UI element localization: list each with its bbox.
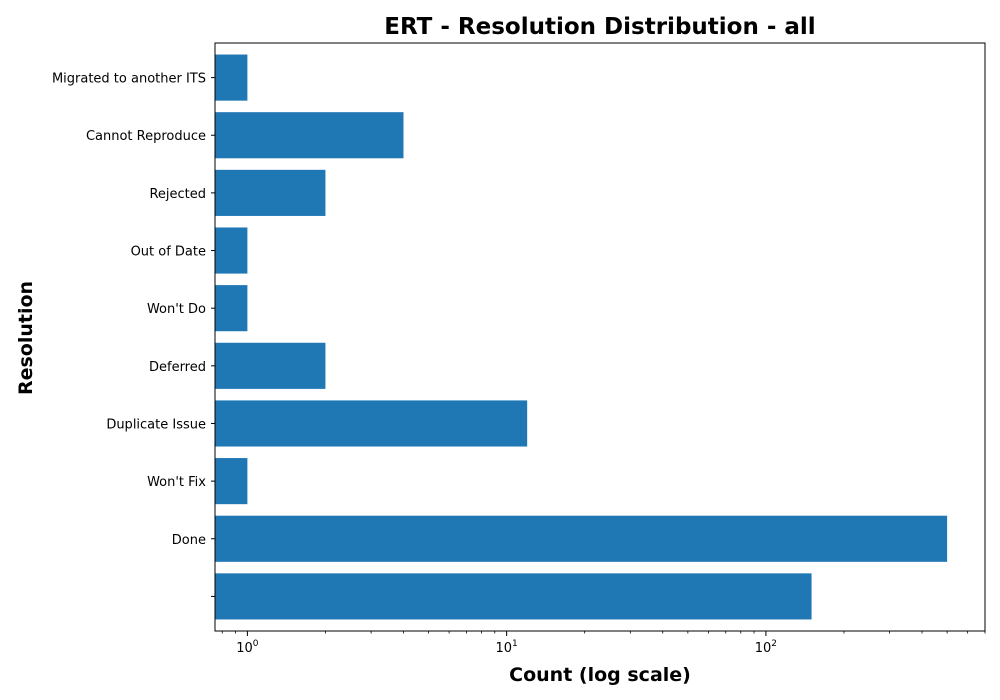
bar-2 [215,458,248,505]
y-tick-label-7: Rejected [149,187,206,202]
bar-7 [215,169,326,216]
bar-6 [215,227,248,274]
bar-9 [215,54,248,101]
bar-3 [215,400,528,447]
y-tick-label-3: Duplicate Issue [106,417,206,432]
chart-title: ERT - Resolution Distribution - all [384,14,815,40]
x-axis-label: Count (log scale) [509,664,691,686]
bars-group [215,54,948,620]
bar-5 [215,285,248,332]
y-axis-ticks: Done Won't Fix Duplicate Issue Deferred Won'… [52,72,215,597]
y-tick-label-2: Won't Fix [147,475,206,490]
x-tick-label-1: 101 [496,639,518,656]
bar-4 [215,342,326,389]
y-tick-label-4: Deferred [149,360,206,375]
x-axis-ticks: 100 101 102 [221,631,986,656]
bar-1 [215,515,948,562]
x-tick-label-2: 102 [755,639,777,656]
y-tick-label-1: Done [172,533,206,548]
plot-frame [214,42,986,632]
y-axis-label: Resolution [15,281,37,395]
y-tick-label-5: Won't Do [147,302,206,317]
y-tick-label-9: Migrated to another ITS [52,72,206,87]
x-tick-label-0: 100 [236,639,259,656]
y-tick-label-8: Cannot Reproduce [86,129,206,144]
bar-0 [215,573,812,620]
y-tick-label-6: Out of Date [131,245,206,260]
bar-8 [215,112,404,159]
